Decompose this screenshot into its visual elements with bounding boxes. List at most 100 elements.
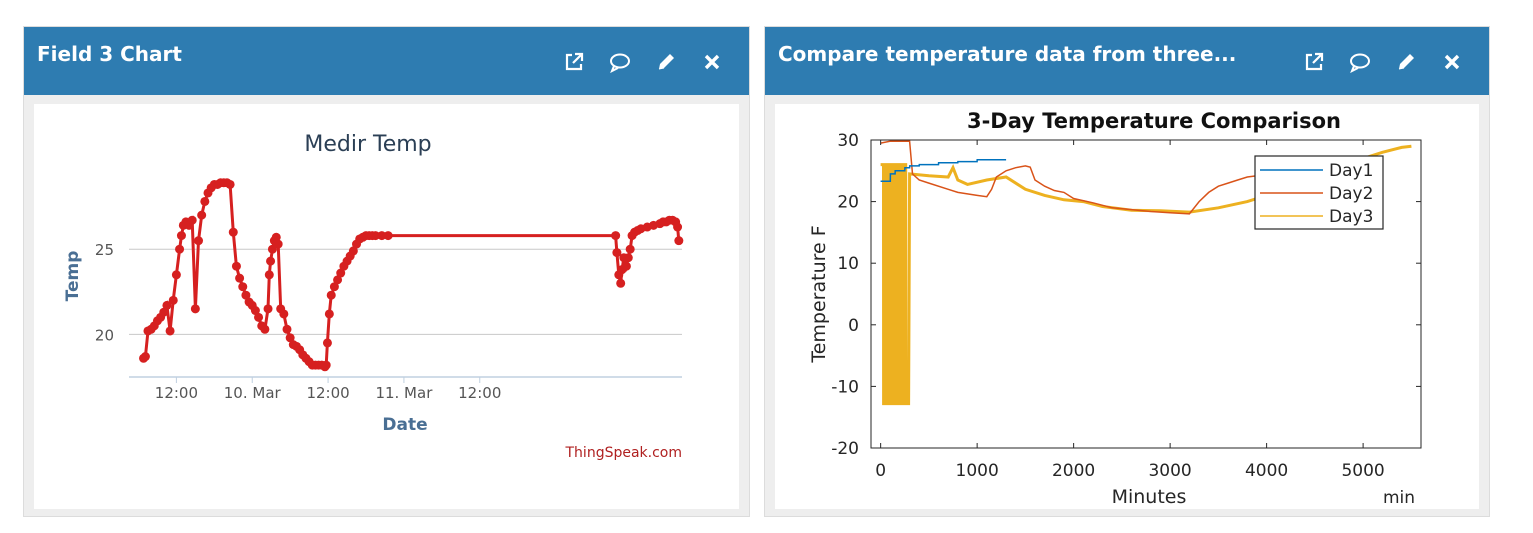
data-point <box>264 270 274 280</box>
data-point <box>176 231 186 241</box>
legend-label: Day3 <box>1329 207 1373 227</box>
close-icon[interactable] <box>1437 47 1467 77</box>
compare-temperature-panel: Compare temperature data from three... 3… <box>764 26 1490 517</box>
y-tick-label: 20 <box>95 326 114 344</box>
x-tick-label: 5000 <box>1341 461 1384 481</box>
data-point <box>271 232 281 242</box>
data-point <box>190 304 200 314</box>
series-line-day2 <box>880 140 1344 215</box>
x-axis-label: Date <box>382 415 427 435</box>
data-point <box>333 275 343 285</box>
credit-link[interactable]: ThingSpeak.com <box>565 445 683 461</box>
data-point <box>263 304 273 314</box>
data-point <box>621 261 631 271</box>
series-line-day1 <box>880 158 1007 183</box>
x-tick-label: 0 <box>875 461 886 481</box>
data-point <box>159 307 169 317</box>
y-tick-label: -20 <box>831 439 859 459</box>
data-point <box>611 231 621 241</box>
field3-chart-panel: Field 3 Chart Medir Temp Temp Date 20 25 1… <box>23 26 750 517</box>
y-tick-label: 10 <box>837 254 859 274</box>
data-point <box>370 231 380 241</box>
data-point <box>241 290 251 300</box>
x-tick-label: 3000 <box>1148 461 1191 481</box>
data-point <box>162 300 172 310</box>
data-point <box>612 248 622 258</box>
medir-temp-chart: Medir Temp Temp Date 20 25 12:00 10. Mar 12:… <box>63 132 684 461</box>
data-point <box>175 244 185 254</box>
panel-title: Compare temperature data from three... <box>778 42 1237 66</box>
data-point <box>197 210 207 220</box>
data-point <box>383 231 393 241</box>
data-point <box>625 244 635 254</box>
data-point <box>235 273 245 283</box>
data-point <box>322 338 332 348</box>
y-tick-label: -10 <box>831 377 859 397</box>
panel-title: Field 3 Chart <box>37 42 182 66</box>
external-link-icon[interactable] <box>559 47 589 77</box>
data-point <box>623 253 633 263</box>
close-icon[interactable] <box>697 47 727 77</box>
y-axis-label: Temp <box>63 251 83 302</box>
y-tick-label: 25 <box>95 241 114 259</box>
x-tick-label: 11. Mar <box>375 384 433 402</box>
data-point <box>377 231 387 241</box>
legend-label: Day2 <box>1329 184 1373 204</box>
data-point <box>260 324 270 334</box>
x-tick-label: 4000 <box>1245 461 1288 481</box>
panel-header: Field 3 Chart <box>24 27 749 95</box>
data-point <box>285 333 295 343</box>
panel-body: 3-Day Temperature Comparison -20 -10 0 10 20… <box>775 104 1479 509</box>
edit-pencil-icon[interactable] <box>1391 47 1421 77</box>
data-point <box>165 326 175 336</box>
comment-icon[interactable] <box>605 47 635 77</box>
data-point <box>282 324 292 334</box>
data-point <box>194 236 204 246</box>
chart-title: Medir Temp <box>304 132 431 157</box>
data-point <box>266 256 276 266</box>
data-point <box>348 246 358 256</box>
data-point <box>674 236 684 246</box>
x-tick-label: 10. Mar <box>224 384 282 402</box>
legend-label: Day1 <box>1329 161 1373 181</box>
data-point <box>228 227 238 237</box>
data-point <box>616 278 626 288</box>
comment-icon[interactable] <box>1345 47 1375 77</box>
data-point <box>168 295 178 305</box>
data-point <box>225 179 235 189</box>
data-point <box>231 261 241 271</box>
data-point <box>326 290 336 300</box>
series-line <box>142 181 681 369</box>
data-point <box>321 360 331 370</box>
y-tick-label: 0 <box>848 316 859 336</box>
data-point <box>329 282 339 292</box>
temperature-comparison-chart: 3-Day Temperature Comparison -20 -10 0 10 20… <box>808 109 1422 508</box>
data-point <box>250 306 260 316</box>
y-tick-label: 30 <box>837 131 859 151</box>
external-link-icon[interactable] <box>1299 47 1329 77</box>
x-tick-label: 1000 <box>956 461 999 481</box>
x-axis-label: Minutes <box>1112 486 1187 508</box>
data-point <box>324 309 334 319</box>
panel-body: Medir Temp Temp Date 20 25 12:00 10. Mar 12:… <box>34 104 739 509</box>
chart-title: 3-Day Temperature Comparison <box>967 109 1341 133</box>
x-tick-label: 12:00 <box>306 384 349 402</box>
edit-pencil-icon[interactable] <box>651 47 681 77</box>
y-axis-label: Temperature F <box>808 225 830 363</box>
x-unit-label: min <box>1383 488 1415 508</box>
y-tick-label: 20 <box>837 193 859 213</box>
legend: Day1 Day2 Day3 <box>1254 155 1384 230</box>
data-point <box>273 239 283 249</box>
data-point <box>171 270 181 280</box>
data-point <box>279 309 289 319</box>
data-point <box>254 312 264 322</box>
x-tick-label: 12:00 <box>155 384 198 402</box>
data-point <box>200 196 210 206</box>
data-point <box>336 268 346 278</box>
x-tick-label: 2000 <box>1052 461 1095 481</box>
data-point <box>238 282 248 292</box>
data-point <box>140 352 150 362</box>
data-point <box>673 222 683 232</box>
data-point <box>187 215 197 225</box>
x-tick-label: 12:00 <box>458 384 501 402</box>
